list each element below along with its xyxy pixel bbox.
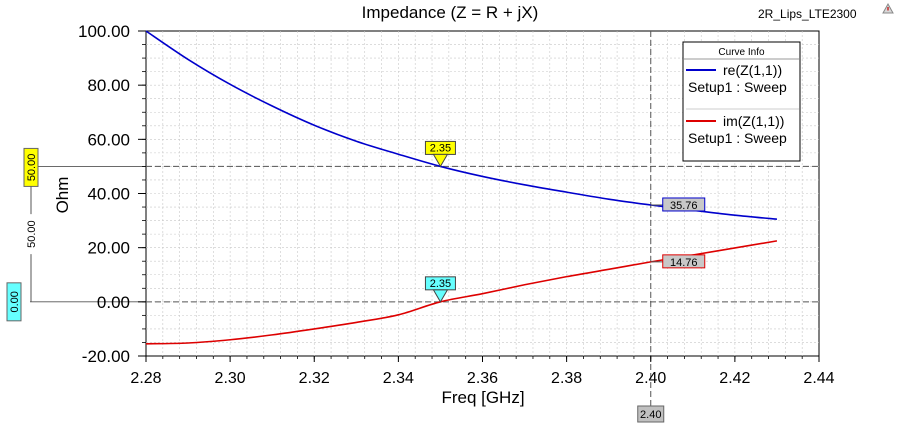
overlay-layer: 50.00 0.00 50.00 2.40 2.35 2.35 35.76 14.76 bbox=[6, 140, 706, 423]
y-tick-label: 80.00 bbox=[87, 76, 130, 95]
data-marker[interactable]: 2.35 bbox=[424, 140, 456, 168]
value-label: 35.76 bbox=[650, 197, 706, 212]
legend-entry-im: im(Z(1,1)) bbox=[723, 113, 784, 129]
h-cursor-tag[interactable]: 50.00 bbox=[23, 147, 39, 187]
y-tick-label: 60.00 bbox=[87, 130, 130, 149]
y-tick-label: -20.00 bbox=[82, 347, 130, 366]
x-tick-label: 2.40 bbox=[635, 370, 666, 387]
value-label: 14.76 bbox=[650, 254, 706, 269]
axis-ticks: 100.00 80.00 60.00 40.00 20.00 0.00 -20.002.28… bbox=[78, 22, 835, 387]
warning-icon[interactable] bbox=[882, 2, 894, 14]
x-axis-label: Freq [GHz] bbox=[441, 388, 524, 407]
y-tick-label: 0.00 bbox=[97, 293, 130, 312]
h-cursor-label: 50.00 bbox=[26, 154, 38, 182]
delta-bg bbox=[26, 214, 38, 255]
y-axis-label: Ohm bbox=[53, 177, 72, 214]
y-tick-label: 40.00 bbox=[87, 185, 130, 204]
delta-label: 50.00 bbox=[26, 220, 38, 248]
v-cursor-label: 2.40 bbox=[640, 409, 661, 421]
h-cursor-tag[interactable]: 0.00 bbox=[6, 282, 22, 322]
legend-entry-im-sub: Setup1 : Sweep bbox=[688, 130, 787, 146]
design-name: 2R_Lips_LTE2300 bbox=[758, 7, 857, 21]
x-tick-label: 2.34 bbox=[383, 370, 414, 387]
data-marker[interactable]: 2.35 bbox=[424, 276, 456, 303]
h-cursor-label: 0.00 bbox=[9, 291, 21, 312]
x-tick-label: 2.32 bbox=[299, 370, 330, 387]
y-tick-label: 20.00 bbox=[87, 239, 130, 258]
legend-box[interactable]: Curve Info re(Z(1,1)) Setup1 : Sweep im(… bbox=[682, 41, 801, 162]
chart-title: Impedance (Z = R + jX) bbox=[362, 3, 539, 22]
value-label-text: 35.76 bbox=[670, 200, 698, 212]
cursors[interactable] bbox=[30, 31, 819, 406]
y-tick-label: 100.00 bbox=[78, 22, 130, 41]
value-label-text: 14.76 bbox=[670, 257, 698, 269]
legend-entry-re-sub: Setup1 : Sweep bbox=[688, 79, 787, 95]
x-tick-label: 2.44 bbox=[803, 370, 834, 387]
x-tick-label: 2.42 bbox=[719, 370, 750, 387]
x-tick-label: 2.30 bbox=[215, 370, 246, 387]
legend-title: Curve Info bbox=[718, 47, 765, 58]
x-tick-label: 2.36 bbox=[467, 370, 498, 387]
data-marker-label: 2.35 bbox=[430, 278, 451, 290]
x-tick-label: 2.28 bbox=[130, 370, 161, 387]
v-cursor-tag[interactable]: 2.40 bbox=[637, 405, 665, 423]
x-tick-label: 2.38 bbox=[551, 370, 582, 387]
data-marker-label: 2.35 bbox=[430, 142, 451, 154]
legend-entry-re: re(Z(1,1)) bbox=[723, 62, 782, 78]
